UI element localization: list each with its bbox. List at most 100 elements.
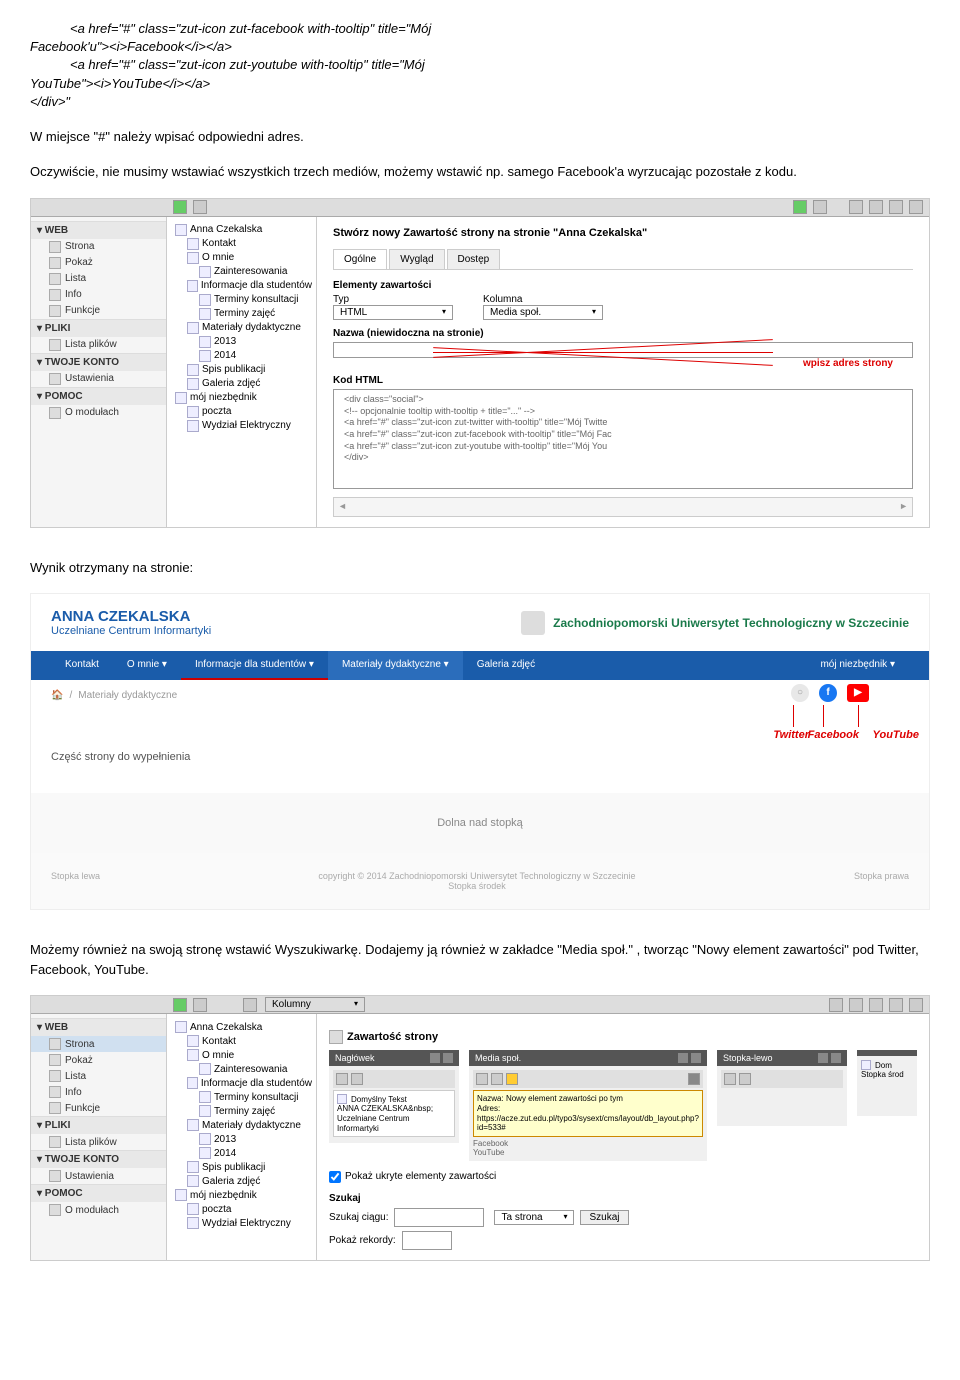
toolbar-icon[interactable]: [849, 998, 863, 1012]
toolbar-icon[interactable]: [889, 200, 903, 214]
tree-item[interactable]: Zainteresowania: [171, 1062, 312, 1076]
nav-informacje[interactable]: Informacje dla studentów ▾: [181, 651, 328, 680]
sidebar-item-strona[interactable]: Strona: [31, 1036, 166, 1052]
tree-item[interactable]: Spis publikacji: [171, 1160, 312, 1174]
toolbar-icon[interactable]: [869, 998, 883, 1012]
tree-item[interactable]: 2014: [171, 349, 312, 363]
sidebar-item-info[interactable]: Info: [31, 1084, 166, 1100]
facebook-icon[interactable]: f: [819, 684, 837, 702]
sidebar-item-strona[interactable]: Strona: [31, 239, 166, 255]
tree-item[interactable]: Materiały dydaktyczne: [171, 321, 312, 335]
nav-galeria[interactable]: Galeria zdjęć: [463, 651, 549, 680]
result-website: ANNA CZEKALSKA Uczelniane Centrum Inform…: [30, 593, 930, 910]
tree-item[interactable]: Terminy zajęć: [171, 1104, 312, 1118]
toolbar-icon[interactable]: [243, 998, 257, 1012]
paragraph: W miejsce "#" należy wpisać odpowiedni a…: [30, 127, 930, 147]
content-element[interactable]: Domyślny Tekst ANNA CZEKALSKA&nbsp; Ucze…: [333, 1090, 455, 1137]
footer-middle: copyright © 2014 Zachodniopomorski Uniwe…: [100, 871, 854, 891]
sidebar-item-funkcje[interactable]: Funkcje: [31, 1100, 166, 1116]
toolbar-icon[interactable]: [909, 998, 923, 1012]
sidebar-item-ustawienia[interactable]: Ustawienia: [31, 371, 166, 387]
tab-wyglad[interactable]: Wygląd: [389, 249, 444, 269]
toolbar-icon[interactable]: [193, 998, 207, 1012]
sidebar-item-ustawienia[interactable]: Ustawienia: [31, 1168, 166, 1184]
tree-item[interactable]: mój niezbędnik: [171, 391, 312, 405]
tree-item[interactable]: Anna Czekalska: [171, 1020, 312, 1034]
search-label: Szukaj ciągu:: [329, 1212, 388, 1223]
tree-item[interactable]: Terminy konsultacji: [171, 293, 312, 307]
tree-item[interactable]: Wydział Elektryczny: [171, 1216, 312, 1230]
tree-item[interactable]: O mnie: [171, 251, 312, 265]
nav-o-mnie[interactable]: O mnie ▾: [113, 651, 181, 680]
toolbar-icon[interactable]: [173, 200, 187, 214]
sidebar-item-pokaz[interactable]: Pokaż: [31, 1052, 166, 1068]
sidebar-item-lista-plikow[interactable]: Lista plików: [31, 337, 166, 353]
tree-item[interactable]: 2013: [171, 335, 312, 349]
tree-item[interactable]: Wydział Elektryczny: [171, 419, 312, 433]
records-input[interactable]: [402, 1231, 452, 1250]
column-select[interactable]: Media społ.: [483, 305, 603, 320]
tree-item[interactable]: Kontakt: [171, 237, 312, 251]
toolbar-icon[interactable]: [909, 200, 923, 214]
nav-kontakt[interactable]: Kontakt: [51, 651, 113, 680]
toolbar-icon[interactable]: [173, 998, 187, 1012]
tree-item[interactable]: Galeria zdjęć: [171, 1174, 312, 1188]
sidebar-item-modulach[interactable]: O modułach: [31, 1202, 166, 1218]
show-hidden-checkbox[interactable]: Pokaż ukryte elementy zawartości: [329, 1171, 917, 1183]
tree-item[interactable]: poczta: [171, 1202, 312, 1216]
tree-item[interactable]: Informacje dla studentów: [171, 1076, 312, 1090]
page-body: Część strony do wypełnienia: [31, 741, 929, 773]
element-toolbar[interactable]: [333, 1070, 455, 1088]
tree-item[interactable]: Galeria zdjęć: [171, 377, 312, 391]
toolbar-icon[interactable]: [849, 200, 863, 214]
youtube-icon[interactable]: ▶: [847, 684, 869, 702]
tree-item[interactable]: Spis publikacji: [171, 363, 312, 377]
field-label: Nazwa (niewidoczna na stronie): [333, 328, 913, 339]
site-subtitle: Uczelniane Centrum Informartyki: [51, 625, 211, 637]
toolbar-icon[interactable]: [829, 998, 843, 1012]
sidebar-item-modulach[interactable]: O modułach: [31, 405, 166, 421]
tree-item[interactable]: poczta: [171, 405, 312, 419]
twitter-icon[interactable]: ○: [791, 684, 809, 702]
tree-item[interactable]: Informacje dla studentów: [171, 279, 312, 293]
element-toolbar[interactable]: [721, 1070, 843, 1088]
tree-item[interactable]: mój niezbędnik: [171, 1188, 312, 1202]
cms-screenshot-2: Kolumny ▾ WEB Strona Pokaż Lista Info Fu…: [30, 995, 930, 1260]
scope-select[interactable]: Ta strona: [494, 1210, 574, 1225]
tree-item[interactable]: Terminy zajęć: [171, 307, 312, 321]
search-button[interactable]: Szukaj: [580, 1210, 628, 1225]
tree-item[interactable]: Kontakt: [171, 1034, 312, 1048]
sidebar-item-funkcje[interactable]: Funkcje: [31, 303, 166, 319]
name-input[interactable]: [333, 342, 913, 358]
sidebar-item-lista-plikow[interactable]: Lista plików: [31, 1134, 166, 1150]
tab-ogolne[interactable]: Ogólne: [333, 249, 387, 269]
search-heading: Szukaj: [329, 1193, 917, 1204]
save-icon[interactable]: [793, 200, 807, 214]
search-input[interactable]: [394, 1208, 484, 1227]
toolbar-icon[interactable]: [869, 200, 883, 214]
nav-materialy[interactable]: Materiały dydaktyczne ▾: [328, 651, 463, 680]
toolbar-icon[interactable]: [889, 998, 903, 1012]
tree-item[interactable]: Zainteresowania: [171, 265, 312, 279]
tab-dostep[interactable]: Dostęp: [447, 249, 501, 269]
university-name: Zachodniopomorski Uniwersytet Technologi…: [521, 611, 909, 635]
sidebar-item-lista[interactable]: Lista: [31, 271, 166, 287]
tree-item[interactable]: 2014: [171, 1146, 312, 1160]
tree-item[interactable]: Materiały dydaktyczne: [171, 1118, 312, 1132]
element-toolbar[interactable]: [473, 1070, 703, 1088]
html-code-textarea[interactable]: <div class="social"> <!-- opcjonalnie to…: [333, 389, 913, 489]
nav-niezbednik[interactable]: mój niezbędnik ▾: [806, 651, 909, 680]
section-label: Elementy zawartości: [333, 280, 913, 291]
navbar: Kontakt O mnie ▾ Informacje dla studentó…: [31, 651, 929, 680]
sidebar-item-info[interactable]: Info: [31, 287, 166, 303]
sidebar-item-pokaz[interactable]: Pokaż: [31, 255, 166, 271]
tree-item[interactable]: O mnie: [171, 1048, 312, 1062]
tree-item[interactable]: 2013: [171, 1132, 312, 1146]
view-select[interactable]: Kolumny: [265, 997, 365, 1012]
tree-item[interactable]: Terminy konsultacji: [171, 1090, 312, 1104]
sidebar-item-lista[interactable]: Lista: [31, 1068, 166, 1084]
tree-item[interactable]: Anna Czekalska: [171, 223, 312, 237]
toolbar-icon[interactable]: [193, 200, 207, 214]
type-select[interactable]: HTML: [333, 305, 453, 320]
close-icon[interactable]: [813, 200, 827, 214]
